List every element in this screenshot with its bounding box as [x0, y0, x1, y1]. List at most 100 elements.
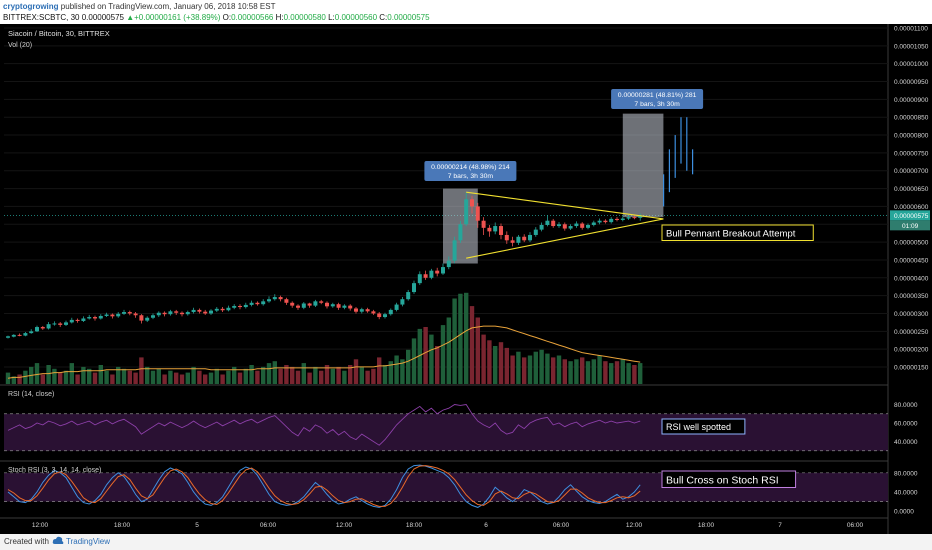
stoch-title: Stoch RSI (3, 3, 14, 14, close) [8, 467, 101, 474]
chart-svg[interactable]: 0.00001100 0.00001050 0.00001000 0.00000950… [0, 24, 932, 534]
volume-bar [284, 365, 289, 384]
measure-label-2-line1: 0.00000281 (48.81%) 281 [618, 92, 697, 99]
created-with-text: Created with [4, 537, 49, 546]
price-tick-label: 0.00000200 [894, 347, 929, 354]
candle-body [597, 220, 602, 223]
volume-bar [116, 366, 121, 384]
time-tick-label: 12:00 [626, 522, 643, 529]
volume-bar [237, 372, 243, 384]
candle-body [441, 267, 445, 274]
volume-bar [40, 374, 45, 384]
volume-bar [87, 368, 92, 384]
price-tick-label: 0.00000650 [894, 186, 929, 193]
candle-body [272, 297, 277, 300]
volume-bar [295, 370, 301, 384]
measure-box-2 [622, 113, 664, 218]
volume-bar [179, 374, 185, 384]
volume-bar [272, 361, 277, 384]
bull-pennant-annotation: Bull Pennant Breakout Attempt [666, 229, 796, 240]
candle-body [98, 315, 103, 319]
candle-body [284, 299, 289, 303]
volume-bar [243, 368, 248, 384]
volume-bar [469, 306, 475, 384]
volume-bar [632, 365, 637, 384]
volume-bar [406, 349, 411, 384]
volume-bar [150, 370, 156, 384]
candle-body [406, 292, 411, 300]
volume-bar [232, 366, 237, 384]
time-tick-label: 18:00 [406, 522, 423, 529]
volume-bar [98, 365, 103, 384]
low-label: L: [328, 13, 335, 22]
candle-body [539, 224, 544, 230]
price-tick-label: 0.00000900 [894, 97, 929, 104]
volume-bar [551, 357, 556, 384]
candle-body [545, 220, 550, 225]
tradingview-brand[interactable]: TradingView [66, 537, 111, 546]
time-tick-label: 18:00 [698, 522, 715, 529]
volume-bar [168, 370, 173, 384]
time-tick-label: 12:00 [336, 522, 353, 529]
candle-body [290, 302, 295, 306]
candle-body [93, 317, 97, 319]
price-tick-label: 0.00000350 [894, 293, 929, 300]
volume-bar [162, 374, 167, 384]
volume-bar [203, 374, 208, 384]
volume-bar [620, 359, 625, 384]
volume-bar [220, 374, 225, 384]
chart-header: cryptogrowing published on TradingView.c… [0, 0, 932, 24]
volume-bar [139, 357, 144, 384]
volume-bar [423, 327, 428, 384]
volume-bar [255, 370, 260, 384]
volume-bar [568, 361, 573, 384]
volume-bar [533, 351, 538, 384]
time-tick-label: 6 [484, 522, 488, 529]
volume-ma-line [7, 325, 641, 379]
candle-body [394, 304, 399, 310]
volume-bar [556, 355, 562, 384]
candle-body [168, 311, 173, 315]
candle-body [417, 274, 422, 284]
candle-body [75, 319, 80, 321]
chart-area[interactable]: 0.00001100 0.00001050 0.00001000 0.00000950… [0, 24, 932, 534]
candle-body [388, 309, 393, 315]
volume-bar [580, 357, 585, 384]
volume-bar [458, 293, 463, 384]
volume-bar [301, 363, 306, 384]
bull-pennant-annotation-box [661, 224, 814, 241]
candle-body [620, 218, 625, 220]
price-tick-label: 0.00000850 [894, 115, 929, 122]
high-label: H: [275, 13, 284, 22]
volume-bar [174, 372, 179, 384]
volume-bar [371, 368, 376, 384]
candle-body [586, 224, 590, 228]
candle-body [81, 318, 86, 321]
symbol-label: BITTREX:SCBTC, 30 [3, 13, 80, 22]
candle-body [499, 226, 503, 235]
volume-bar [81, 366, 86, 384]
publish-line: cryptogrowing published on TradingView.c… [3, 2, 275, 11]
price-tag-bg [890, 210, 930, 221]
candle-body [11, 334, 16, 337]
candle-body [139, 315, 144, 321]
volume-bar [440, 325, 446, 384]
rsi-line [7, 404, 641, 446]
volume-bar [324, 365, 330, 384]
measure-label-2-line2: 7 bars, 3h 30m [634, 101, 680, 108]
candle-body [104, 314, 109, 316]
volume-bar [452, 298, 457, 384]
candle-body [185, 312, 190, 315]
author-name[interactable]: cryptogrowing [3, 2, 59, 11]
countdown-bg [890, 220, 930, 231]
time-tick-label: 5 [195, 522, 199, 529]
price-tick-label: 0.00001050 [894, 43, 929, 50]
volume-bar [614, 361, 620, 384]
price-tick-label: 0.00000700 [894, 168, 929, 175]
tradingview-cloud-icon [52, 536, 64, 544]
volume-title: Vol (20) [8, 42, 32, 49]
price-tick-label: 0.00000150 [894, 365, 929, 372]
candle-body [580, 223, 585, 228]
volume-bar [127, 370, 132, 384]
volume-bar [330, 368, 335, 384]
volume-bar [75, 374, 80, 384]
